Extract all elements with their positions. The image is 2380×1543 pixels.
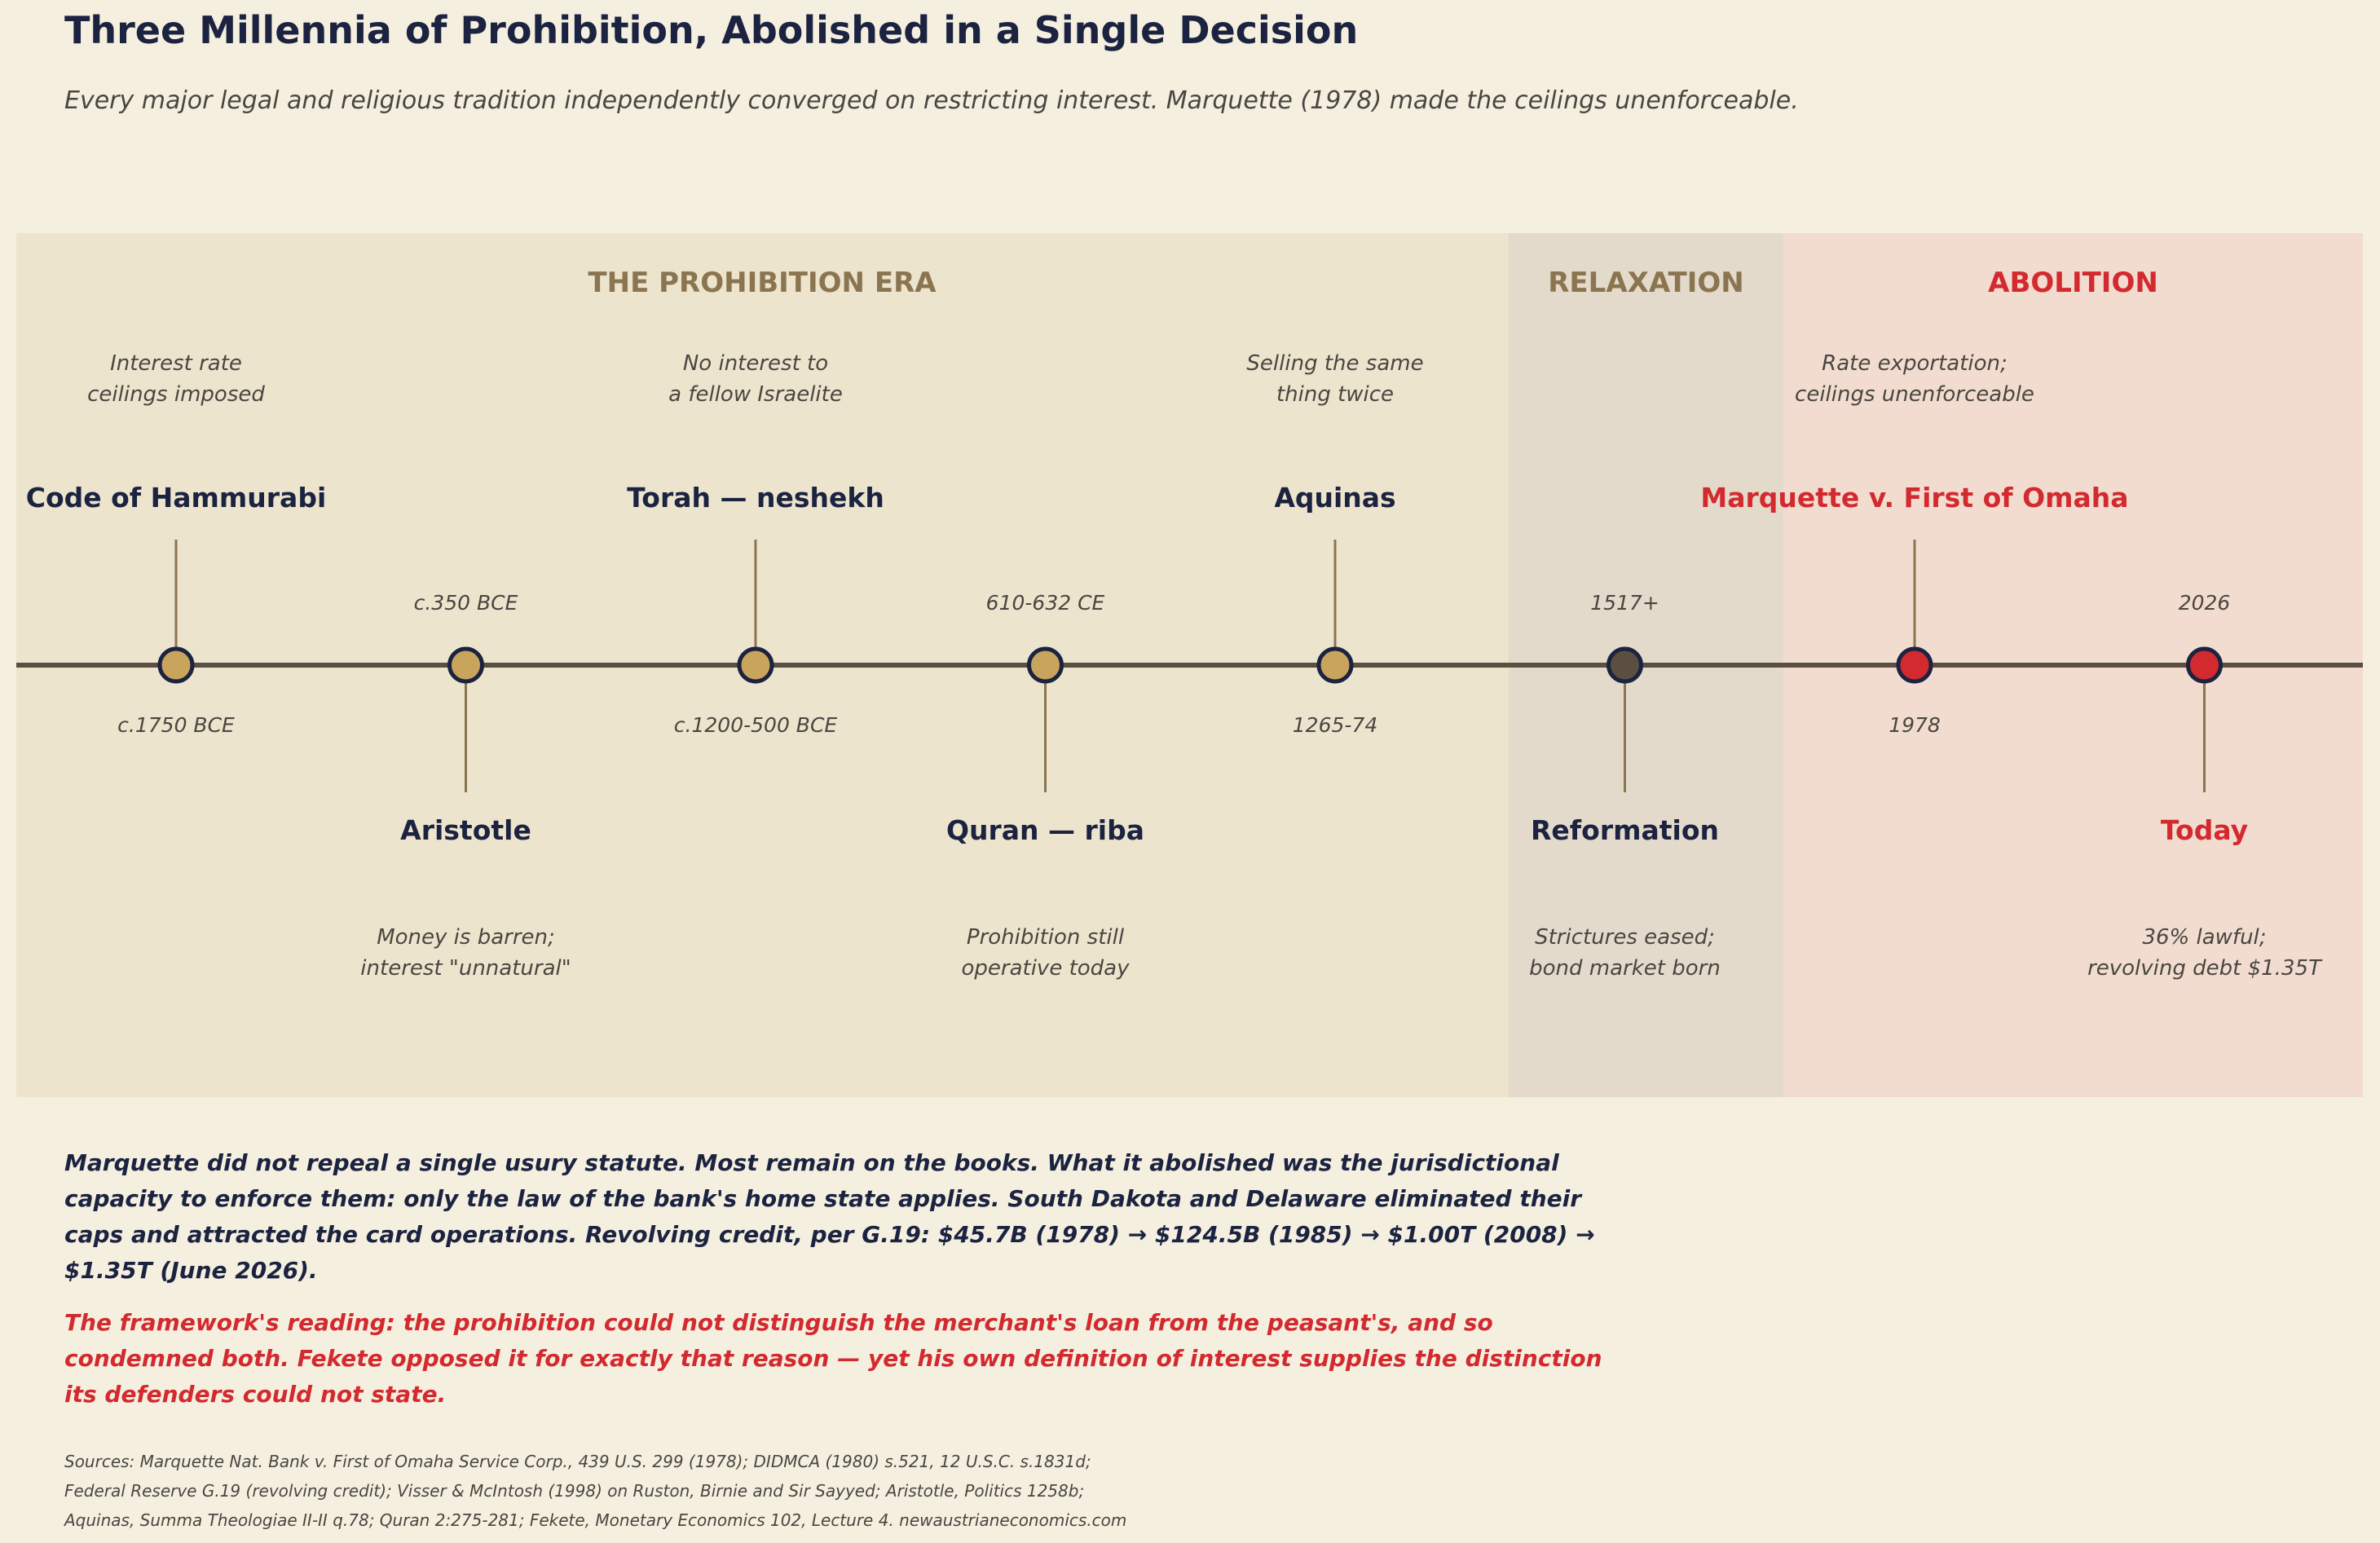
event-description: bond market born xyxy=(1529,956,1721,981)
event-date: 1978 xyxy=(1889,713,1941,737)
timeline-events: c.1750 BCE Code of Hammurabi Interest rate… xyxy=(26,351,2323,981)
event-marker xyxy=(1896,646,1933,684)
timeline-event: 1517+ Reformation Strictures eased; bond ma… xyxy=(1529,591,1721,981)
event-description: Prohibition still xyxy=(967,925,1125,950)
timeline-event: 610-632 CE Quran — riba Prohibition still o… xyxy=(946,591,1144,981)
event-name: Torah — neshekh xyxy=(627,482,884,514)
era-label: THE PROHIBITION ERA xyxy=(588,267,937,299)
framework-paragraph: The framework's reading: the prohibition… xyxy=(64,1309,1602,1408)
event-name: Marquette v. First of Omaha xyxy=(1700,482,2128,514)
event-date: 2026 xyxy=(2179,591,2231,615)
event-name: Quran — riba xyxy=(946,814,1144,846)
event-name: Code of Hammurabi xyxy=(26,482,327,514)
event-date: 610-632 CE xyxy=(986,591,1105,615)
timeline-event: c.1200-500 BCE Torah — neshekh No interest… xyxy=(627,351,884,737)
event-description: thing twice xyxy=(1276,382,1394,407)
event-description: operative today xyxy=(961,956,1130,981)
era-label: RELAXATION xyxy=(1548,267,1743,299)
era-label: ABOLITION xyxy=(1988,267,2158,299)
event-marker xyxy=(157,646,195,684)
page-subtitle: Every major legal and religious traditio… xyxy=(64,86,1799,115)
event-date: c.1750 BCE xyxy=(117,713,235,737)
event-description: revolving debt $1.35T xyxy=(2087,956,2323,981)
event-description: Money is barren; xyxy=(377,925,555,950)
event-name: Aristotle xyxy=(400,814,531,846)
event-description: interest "unnatural" xyxy=(360,956,571,981)
event-marker xyxy=(1606,646,1643,684)
timeline-event: 1978 Marquette v. First of Omaha Rate expo… xyxy=(1700,351,2128,737)
event-description: No interest to xyxy=(683,351,828,376)
event-date: c.350 BCE xyxy=(414,591,518,615)
page-title: Three Millennia of Prohibition, Abolishe… xyxy=(64,8,1359,52)
event-marker xyxy=(1316,646,1354,684)
sources-block: Sources: Marquette Nat. Bank v. First of… xyxy=(64,1447,1776,1535)
timeline-event: c.350 BCE Aristotle Money is barren; intere… xyxy=(360,591,571,981)
event-description: Selling the same xyxy=(1246,351,1423,376)
event-date: 1517+ xyxy=(1590,591,1659,615)
event-description: Strictures eased; xyxy=(1535,925,1715,950)
event-date: 1265-74 xyxy=(1293,713,1377,737)
timeline-event: 2026 Today 36% lawful; revolving debt $1.35… xyxy=(2087,591,2323,981)
event-name: Aquinas xyxy=(1274,482,1395,514)
event-marker xyxy=(737,646,774,684)
event-name: Today xyxy=(2161,814,2248,846)
event-description: ceilings imposed xyxy=(87,382,265,407)
event-marker xyxy=(1027,646,1064,684)
event-date: c.1200-500 BCE xyxy=(674,713,838,737)
event-marker xyxy=(447,646,484,684)
timeline-event: c.1750 BCE Code of Hammurabi Interest rate… xyxy=(26,351,327,737)
event-description: 36% lawful; xyxy=(2142,925,2266,950)
event-name: Reformation xyxy=(1531,814,1719,846)
sources-line: Sources: Marquette Nat. Bank v. First of… xyxy=(64,1452,1091,1471)
event-description: Interest rate xyxy=(110,351,242,376)
sources-line: Federal Reserve G.19 (revolving credit);… xyxy=(64,1481,1085,1501)
event-marker xyxy=(2186,646,2223,684)
timeline-event: 1265-74 Aquinas Selling the same thing twic… xyxy=(1246,351,1423,737)
summary-paragraph: Marquette did not repeal a single usury … xyxy=(64,1149,1595,1284)
event-description: Rate exportation; xyxy=(1822,351,2008,376)
sources-line: Aquinas, Summa Theologiae II-II q.78; Qu… xyxy=(64,1510,1127,1530)
event-description: ceilings unenforceable xyxy=(1795,382,2034,407)
event-description: a fellow Israelite xyxy=(668,382,843,407)
